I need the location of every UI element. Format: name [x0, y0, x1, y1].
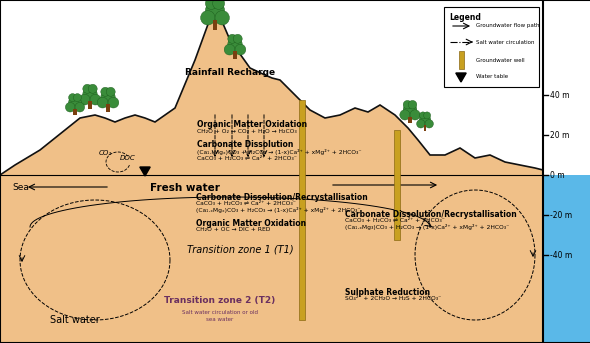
Text: CO₂: CO₂ [99, 150, 112, 156]
Text: Salt water circulation: Salt water circulation [476, 39, 535, 45]
Circle shape [97, 97, 108, 108]
Circle shape [419, 112, 427, 119]
Circle shape [90, 94, 101, 105]
Bar [212, 20, 217, 30]
Polygon shape [0, 5, 543, 343]
Circle shape [408, 100, 417, 109]
Bar [424, 125, 427, 131]
Text: Sulphate Reduction: Sulphate Reduction [345, 288, 430, 297]
Text: SO₄²⁻ + 2CH₂O → H₂S + 2HCO₃⁻: SO₄²⁻ + 2CH₂O → H₂S + 2HCO₃⁻ [345, 296, 441, 301]
Circle shape [224, 44, 235, 55]
Circle shape [79, 94, 90, 105]
Text: (Ca₁.ₓMgₓ)CO₃ + H₂CO₃ → (1-x)Ca²⁺ + xMg²⁺ + 2HCO₃⁻: (Ca₁.ₓMgₓ)CO₃ + H₂CO₃ → (1-x)Ca²⁺ + xMg²… [196, 207, 360, 213]
Bar [0, 175, 590, 343]
Text: 40 m: 40 m [550, 91, 569, 99]
Bar [233, 51, 237, 59]
Text: Groundwater flow path: Groundwater flow path [476, 24, 539, 28]
Bar [73, 109, 77, 115]
Circle shape [403, 103, 417, 117]
Text: -40 m: -40 m [550, 250, 572, 260]
Text: CaCO₃ + H₂CO₃ ⇌ Ca²⁺ + 2HCO₃⁻: CaCO₃ + H₂CO₃ ⇌ Ca²⁺ + 2HCO₃⁻ [197, 156, 297, 161]
Circle shape [101, 87, 110, 96]
Circle shape [235, 44, 246, 55]
Circle shape [88, 84, 97, 93]
Text: CaCO₃ + H₂CO₃ ⇌ Ca²⁺ + 2HCO₃⁻: CaCO₃ + H₂CO₃ ⇌ Ca²⁺ + 2HCO₃⁻ [345, 218, 445, 223]
Circle shape [205, 1, 225, 20]
Text: (Ca₁.ₓMgₓ)CO₃ + H₂CO₃ → (1-x)Ca²⁺ + xMg²⁺ + 2HCO₃⁻: (Ca₁.ₓMgₓ)CO₃ + H₂CO₃ → (1-x)Ca²⁺ + xMg²… [197, 149, 362, 155]
Text: -20 m: -20 m [550, 211, 572, 220]
Text: Salt water: Salt water [50, 315, 100, 325]
Text: Legend: Legend [449, 13, 481, 22]
Circle shape [417, 120, 425, 128]
Circle shape [201, 11, 215, 25]
Polygon shape [0, 175, 543, 207]
Bar [459, 51, 464, 69]
Circle shape [400, 110, 410, 120]
Text: 20 m: 20 m [550, 130, 569, 140]
Bar [88, 102, 92, 109]
Text: CH₂O + O₂ → CO₂ + H₂O → H₂CO₃: CH₂O + O₂ → CO₂ + H₂O → H₂CO₃ [197, 129, 297, 134]
Text: Carbonate Dissolution/Recrystallisation: Carbonate Dissolution/Recrystallisation [345, 210, 517, 219]
Circle shape [403, 100, 412, 109]
Circle shape [228, 34, 237, 43]
FancyBboxPatch shape [444, 7, 539, 87]
Text: Fresh water: Fresh water [150, 183, 220, 193]
Circle shape [108, 97, 119, 108]
Bar [394, 130, 400, 240]
Text: Groundwater well: Groundwater well [476, 58, 525, 62]
Bar [106, 104, 110, 111]
Text: DOC: DOC [120, 155, 136, 161]
Circle shape [83, 84, 92, 93]
Text: Organic Matter Oxidation: Organic Matter Oxidation [196, 219, 306, 228]
Text: Carbonate Dissolution: Carbonate Dissolution [197, 140, 293, 149]
Circle shape [75, 103, 84, 112]
Circle shape [410, 110, 420, 120]
Text: Rainfall Recharge: Rainfall Recharge [185, 68, 275, 77]
Circle shape [424, 112, 431, 119]
Text: Water table: Water table [476, 73, 508, 79]
Circle shape [215, 11, 230, 25]
Circle shape [68, 96, 81, 109]
Text: Organic Matter Oxidation: Organic Matter Oxidation [197, 120, 307, 129]
Circle shape [205, 0, 217, 9]
Circle shape [228, 37, 242, 51]
Bar [299, 100, 305, 320]
Circle shape [68, 94, 77, 102]
Text: CH₂O + OC → DIC + RED: CH₂O + OC → DIC + RED [196, 227, 270, 232]
Circle shape [233, 34, 242, 43]
Text: Transition zone 2 (T2): Transition zone 2 (T2) [165, 296, 276, 305]
Circle shape [83, 87, 97, 102]
Text: Carbonate Dissolution/Recrystallisation: Carbonate Dissolution/Recrystallisation [196, 193, 368, 202]
Circle shape [425, 120, 434, 128]
Text: Sea: Sea [12, 183, 29, 192]
Circle shape [212, 0, 225, 9]
Text: Transition zone 1 (T1): Transition zone 1 (T1) [186, 245, 293, 255]
Circle shape [419, 114, 431, 125]
Circle shape [65, 103, 75, 112]
Text: Salt water circulation or old
sea water: Salt water circulation or old sea water [182, 310, 258, 322]
Circle shape [73, 94, 81, 102]
Text: (Ca₁.ₓMg₃)CO₃ + H₂CO₃ → (1-x)Ca²⁺ + xMg²⁺ + 2HCO₃⁻: (Ca₁.ₓMg₃)CO₃ + H₂CO₃ → (1-x)Ca²⁺ + xMg²… [345, 224, 509, 230]
Circle shape [106, 87, 115, 96]
Ellipse shape [105, 255, 395, 343]
Text: 0 m: 0 m [550, 170, 565, 179]
Polygon shape [0, 180, 543, 343]
Text: CaCO₃ + H₂CO₃ ⇌ Ca²⁺ + 2HCO₃⁻: CaCO₃ + H₂CO₃ ⇌ Ca²⁺ + 2HCO₃⁻ [196, 201, 296, 206]
Bar [408, 117, 412, 123]
Circle shape [101, 90, 115, 104]
